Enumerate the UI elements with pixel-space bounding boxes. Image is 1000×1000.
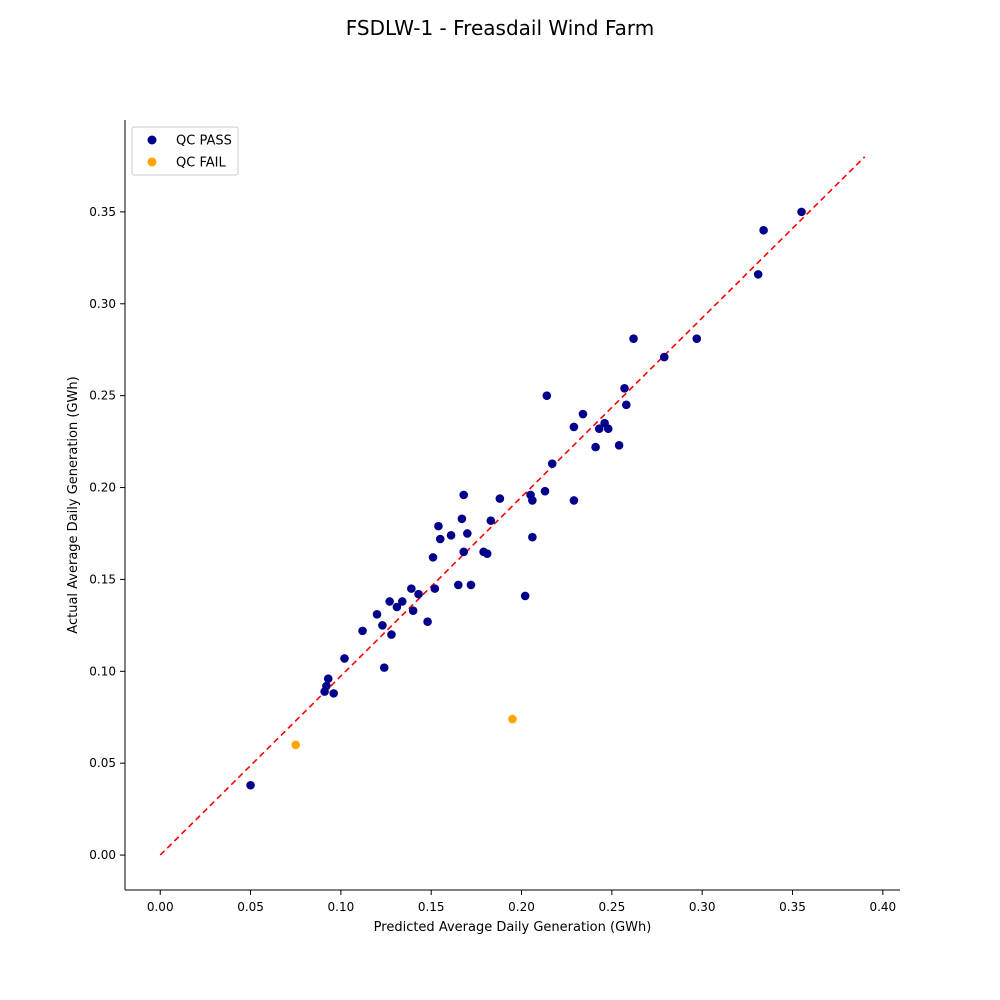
data-point xyxy=(629,334,638,343)
data-point xyxy=(459,490,469,500)
data-point xyxy=(482,549,492,558)
data-point xyxy=(379,663,389,672)
data-point xyxy=(385,597,394,606)
x-ticks: 0.00 0.05 0.10 0.15 0.20 0.25 0.30 0.35 0.40 xyxy=(147,890,896,914)
data-point xyxy=(528,532,537,542)
x-tick-label: 0.35 xyxy=(779,900,806,914)
legend-label: QC FAIL xyxy=(176,156,226,171)
data-point xyxy=(614,440,624,450)
data-point xyxy=(322,681,331,691)
data-point xyxy=(659,352,669,362)
y-tick-label: 0.25 xyxy=(89,389,116,403)
data-point xyxy=(408,606,418,615)
data-point xyxy=(434,521,443,531)
data-point xyxy=(603,424,613,434)
data-point xyxy=(435,534,445,544)
data-point xyxy=(569,496,579,505)
data-point xyxy=(520,591,530,601)
y-ticks: 0.00 0.05 0.10 0.15 0.20 0.25 0.30 0.35 xyxy=(89,205,125,862)
data-point xyxy=(428,553,438,562)
data-point xyxy=(246,780,255,790)
data-point xyxy=(387,630,396,639)
legend-marker xyxy=(147,135,157,145)
legend-marker xyxy=(147,157,157,167)
data-points xyxy=(246,207,806,790)
data-point xyxy=(407,584,416,593)
data-point xyxy=(340,654,349,663)
data-point xyxy=(528,496,537,505)
x-tick-label: 0.00 xyxy=(147,900,174,914)
x-axis-label: Predicted Average Daily Generation (GWh) xyxy=(374,920,652,935)
data-point xyxy=(457,514,467,524)
x-tick-label: 0.40 xyxy=(869,900,896,914)
y-tick-label: 0.30 xyxy=(89,297,116,311)
data-point xyxy=(569,422,579,432)
data-point xyxy=(466,580,476,590)
data-point xyxy=(378,621,387,630)
x-tick-label: 0.25 xyxy=(598,900,625,914)
data-point xyxy=(547,459,557,468)
data-point xyxy=(454,580,463,590)
data-point xyxy=(495,494,505,503)
data-point xyxy=(398,597,407,606)
data-point xyxy=(591,442,600,452)
series-qc-pass xyxy=(246,207,806,790)
data-point xyxy=(540,486,550,496)
data-point xyxy=(578,409,588,419)
axes xyxy=(124,120,900,891)
data-point xyxy=(622,400,631,410)
y-tick-label: 0.20 xyxy=(89,481,116,495)
x-tick-label: 0.10 xyxy=(328,900,355,914)
reference-line xyxy=(159,156,866,856)
data-point xyxy=(594,424,604,434)
data-point xyxy=(620,384,629,393)
chart-title: FSDLW-1 - Freasdail Wind Farm xyxy=(346,16,655,40)
data-point xyxy=(797,207,806,217)
legend-label: QC PASS xyxy=(176,134,232,149)
data-point xyxy=(372,610,382,619)
y-tick-label: 0.05 xyxy=(89,756,116,770)
data-point xyxy=(392,602,402,612)
data-point xyxy=(753,270,763,279)
data-point xyxy=(692,334,702,343)
legend-box xyxy=(131,126,239,176)
data-point xyxy=(291,740,301,750)
series-qc-fail xyxy=(291,714,517,750)
y-tick-label: 0.00 xyxy=(89,848,116,862)
y-axis-label: Actual Average Daily Generation (GWh) xyxy=(66,376,81,633)
data-point xyxy=(430,584,440,593)
x-tick-label: 0.20 xyxy=(508,900,535,914)
data-point xyxy=(358,626,367,636)
x-tick-label: 0.05 xyxy=(237,900,264,914)
y-tick-label: 0.35 xyxy=(89,205,116,219)
y-tick-label: 0.10 xyxy=(89,664,116,678)
data-point xyxy=(423,617,432,626)
data-point xyxy=(759,225,768,235)
data-point xyxy=(463,529,472,538)
y-tick-label: 0.15 xyxy=(89,572,116,586)
data-point xyxy=(329,689,338,698)
x-tick-label: 0.15 xyxy=(418,900,445,914)
data-point xyxy=(459,547,469,557)
data-point xyxy=(508,714,517,724)
data-point xyxy=(542,391,552,400)
x-tick-label: 0.30 xyxy=(689,900,716,914)
data-point xyxy=(446,531,456,540)
data-point xyxy=(323,674,333,683)
legend: QC PASS QC FAIL xyxy=(131,126,239,176)
data-point xyxy=(414,589,423,599)
data-point xyxy=(486,516,496,525)
legend-items: QC PASS QC FAIL xyxy=(147,134,232,171)
